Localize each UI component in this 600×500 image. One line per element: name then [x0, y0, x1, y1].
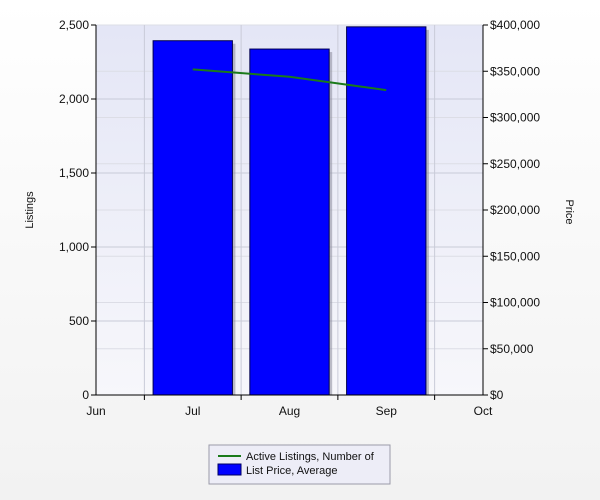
legend-label-active-listings: Active Listings, Number of — [246, 451, 375, 463]
y-tick-label-right: $300,000 — [490, 111, 540, 125]
y-tick-label-right: $200,000 — [490, 203, 540, 217]
x-tick-label: Aug — [279, 404, 300, 418]
bar-jul — [152, 40, 233, 396]
y-tick-label-right: $50,000 — [490, 342, 534, 356]
legend-label-list-price: List Price, Average — [246, 465, 338, 477]
x-tick-label: Jun — [86, 404, 105, 418]
x-tick-label: Jul — [185, 404, 200, 418]
y-tick-label-right: $400,000 — [490, 18, 540, 32]
line-series — [192, 68, 387, 92]
y-axis-title-right: Price — [563, 199, 575, 224]
axes — [91, 24, 488, 400]
line-active-listings — [192, 68, 387, 92]
tick-labels: 0 500 1,000 1,500 2,000 2,500 $0 $50,000 $100,00… — [59, 18, 540, 418]
y-tick-label-left: 1,000 — [59, 240, 89, 254]
y-tick-label-left: 1,500 — [59, 166, 89, 180]
y-tick-label-right: $350,000 — [490, 64, 540, 78]
y-tick-label-right: $250,000 — [490, 157, 540, 171]
legend: Active Listings, Number of List Price, A… — [208, 444, 391, 485]
y-tick-label-left: 0 — [82, 388, 89, 402]
y-tick-label-right: $0 — [490, 388, 504, 402]
x-tick-label: Oct — [474, 404, 493, 418]
legend-bar-swatch — [217, 463, 242, 476]
y-tick-label-left: 2,500 — [59, 18, 89, 32]
y-tick-label-right: $100,000 — [490, 296, 540, 310]
x-tick-label: Sep — [376, 404, 398, 418]
y-axis-title-left: Listings — [24, 191, 36, 229]
bar-sep — [346, 26, 427, 396]
bars — [152, 26, 429, 396]
y-tick-label-left: 500 — [69, 314, 89, 328]
bar-aug — [249, 48, 330, 396]
y-tick-label-right: $150,000 — [490, 249, 540, 263]
y-tick-label-left: 2,000 — [59, 92, 89, 106]
